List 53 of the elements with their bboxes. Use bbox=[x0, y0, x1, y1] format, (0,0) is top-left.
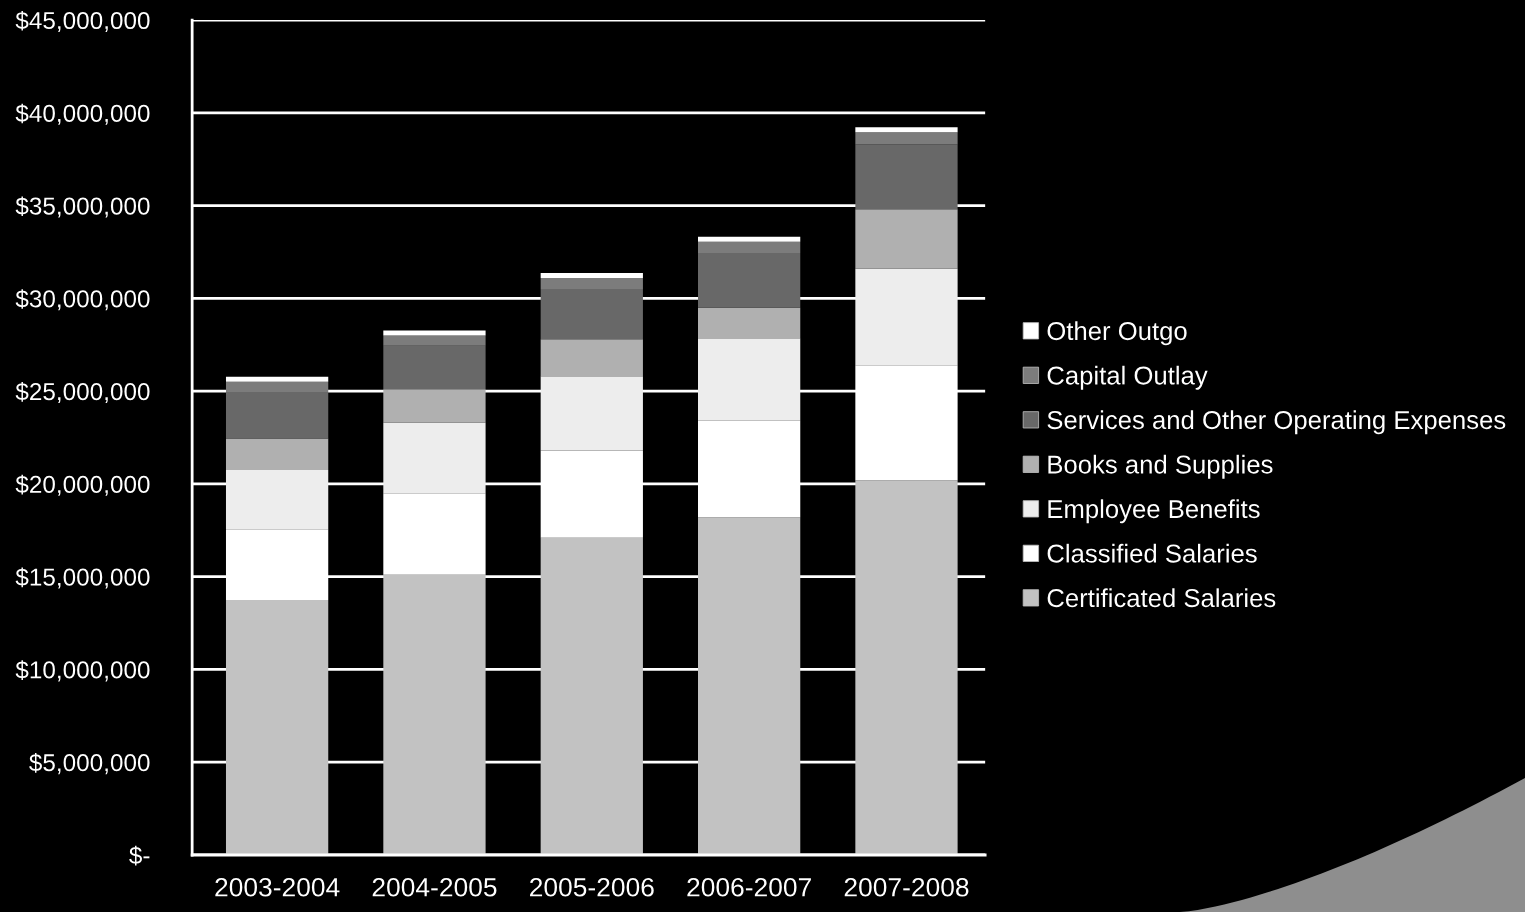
x-tick-label: 2007-2008 bbox=[844, 877, 969, 897]
bar bbox=[855, 209, 958, 269]
y-tick-label: $15,000,000 bbox=[15, 567, 150, 589]
y-tick-label: $5,000,000 bbox=[29, 753, 150, 775]
bar bbox=[383, 493, 486, 575]
legend-label: Books and Supplies bbox=[1048, 454, 1273, 479]
legend-label: Classified Salaries bbox=[1047, 543, 1257, 563]
y-tick-label: $30,000,000 bbox=[15, 289, 150, 311]
bar bbox=[383, 330, 486, 336]
bar bbox=[855, 144, 958, 210]
legend-label: Services and Other Operating Expenses bbox=[1047, 410, 1506, 435]
bar bbox=[698, 241, 801, 253]
bar bbox=[855, 268, 958, 366]
x-tick-label: 2003-2004 bbox=[215, 877, 340, 897]
bar bbox=[225, 392, 329, 439]
bar bbox=[225, 470, 329, 530]
y-tick-label: $20,000,000 bbox=[15, 474, 150, 496]
legend-label: Employee Benefits bbox=[1048, 499, 1260, 524]
y-tick-label: $25,000,000 bbox=[15, 381, 150, 404]
bar bbox=[855, 127, 958, 133]
bar bbox=[540, 376, 643, 451]
bar bbox=[698, 338, 801, 421]
bar bbox=[698, 517, 801, 855]
y-tick-label: $40,000,000 bbox=[15, 103, 150, 125]
bar bbox=[225, 381, 329, 393]
bar bbox=[383, 345, 486, 390]
bar bbox=[540, 277, 643, 290]
legend-label: Capital Outlay bbox=[1047, 365, 1208, 390]
bar bbox=[540, 537, 643, 855]
bar bbox=[383, 574, 486, 855]
bar bbox=[698, 307, 801, 339]
bar bbox=[383, 389, 486, 423]
bar bbox=[540, 289, 643, 340]
bar bbox=[540, 339, 643, 377]
bar bbox=[225, 438, 329, 470]
y-tick-label: $- bbox=[129, 845, 150, 866]
y-tick-label: $45,000,000 bbox=[15, 10, 150, 32]
legend-label: Other Outgo bbox=[1047, 321, 1187, 346]
bar bbox=[225, 376, 329, 382]
bar bbox=[383, 335, 486, 346]
x-tick-label: 2005-2006 bbox=[530, 877, 654, 897]
bar bbox=[698, 252, 801, 308]
x-tick-label: 2006-2007 bbox=[687, 877, 811, 897]
legend-label: Certificated Salaries bbox=[1047, 588, 1276, 608]
bar bbox=[855, 480, 958, 855]
bar bbox=[383, 422, 486, 494]
bar bbox=[855, 132, 958, 145]
bar bbox=[540, 272, 643, 278]
y-tick-label: $10,000,000 bbox=[15, 660, 150, 682]
x-tick-label: 2004-2005 bbox=[372, 877, 497, 897]
bar bbox=[225, 599, 329, 855]
y-tick-label: $35,000,000 bbox=[15, 196, 150, 218]
bar bbox=[698, 236, 801, 242]
